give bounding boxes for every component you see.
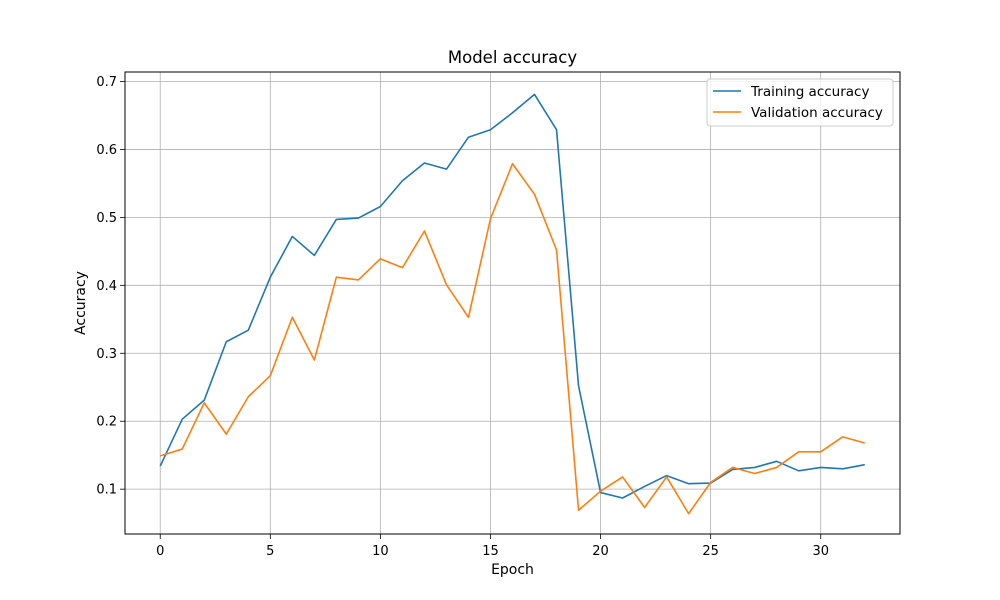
y-tick-label: 0.1 — [96, 483, 117, 498]
x-tick-label: 10 — [372, 544, 389, 559]
x-tick-label: 20 — [592, 544, 609, 559]
x-tick-label: 25 — [702, 544, 719, 559]
training-accuracy-line — [159, 93, 865, 499]
x-tick-label: 0 — [156, 544, 164, 559]
y-tick-label: 0.3 — [96, 347, 117, 362]
y-tick-label: 0.7 — [96, 75, 117, 90]
legend: Training accuracy Validation accuracy — [706, 78, 894, 127]
x-tick-label: 5 — [266, 544, 274, 559]
x-axis: 0 5 10 15 20 25 30 — [156, 534, 829, 559]
y-axis-label: Accuracy — [73, 271, 89, 335]
x-tick-label: 30 — [812, 544, 829, 559]
x-axis-label: Epoch — [491, 562, 534, 578]
y-tick-label: 0.5 — [96, 211, 117, 226]
series-lines — [159, 93, 865, 515]
legend-entry-label: Training accuracy — [750, 84, 869, 100]
chart-title: Model accuracy — [448, 48, 577, 67]
legend-box — [706, 78, 894, 127]
grid-lines — [125, 72, 900, 534]
validation-accuracy-line — [159, 162, 865, 515]
y-tick-label: 0.6 — [96, 143, 117, 158]
y-tick-label: 0.4 — [96, 279, 117, 294]
legend-entry-label: Validation accuracy — [751, 105, 883, 121]
y-tick-label: 0.2 — [96, 415, 117, 430]
y-axis: 0.1 0.2 0.3 0.4 0.5 0.6 0.7 — [96, 75, 125, 498]
plot-frame — [124, 71, 901, 535]
x-tick-label: 15 — [482, 544, 499, 559]
